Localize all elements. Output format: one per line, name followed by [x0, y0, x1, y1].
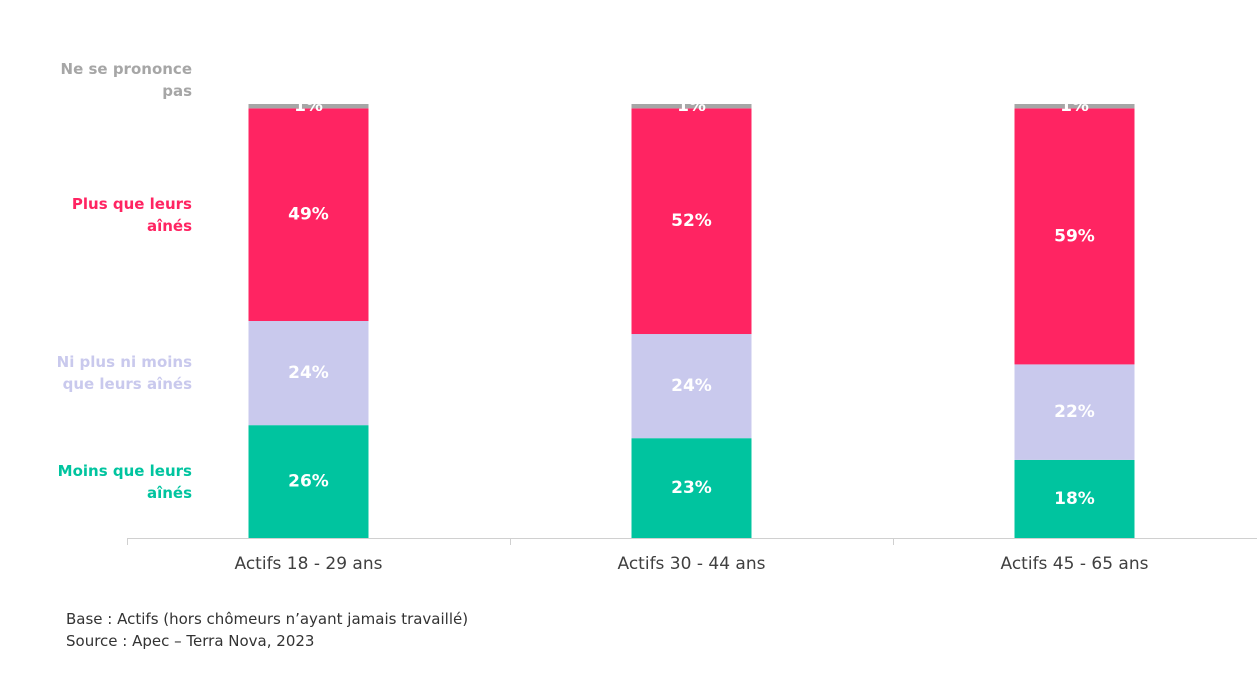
- value-label: 59%: [1054, 226, 1095, 246]
- legend-label: Ne se prononce pas: [60, 60, 192, 100]
- value-label: 1%: [677, 96, 706, 116]
- bar-segment: [1014, 108, 1135, 365]
- value-label: 49%: [288, 205, 329, 225]
- bar-segment: [631, 334, 752, 439]
- bar-segment: [248, 425, 369, 538]
- bar-segment: [248, 321, 369, 426]
- bar-segment: [1014, 104, 1135, 109]
- value-label: 24%: [671, 376, 712, 396]
- value-label: 18%: [1054, 489, 1095, 509]
- bar-segment: [1014, 459, 1135, 538]
- bar-segment: [248, 104, 369, 109]
- notes: Base : Actifs (hors chômeurs n’ayant jam…: [66, 608, 468, 652]
- note: Source : Apec – Terra Nova, 2023: [66, 632, 315, 650]
- legend-label: Ni plus ni moins que leurs aînés: [56, 353, 192, 394]
- value-label: 1%: [294, 96, 323, 116]
- bar-segment: [631, 438, 752, 538]
- value-label: 22%: [1054, 402, 1095, 422]
- x-tick-label: Actifs 18 - 29 ans: [235, 554, 383, 574]
- x-tick-label: Actifs 45 - 65 ans: [1001, 554, 1149, 574]
- bar-segment: [631, 104, 752, 109]
- value-label: 52%: [671, 211, 712, 231]
- legend-label: Plus que leurs aînés: [71, 194, 192, 235]
- legend-label: Moins que leurs aînés: [57, 461, 192, 502]
- value-label: 1%: [1060, 96, 1089, 116]
- value-label: 26%: [288, 472, 329, 492]
- x-tick-label: Actifs 30 - 44 ans: [618, 554, 766, 574]
- value-label: 24%: [288, 363, 329, 383]
- bar-segment: [631, 108, 752, 335]
- value-label: 23%: [671, 478, 712, 498]
- bar-segment: [248, 108, 369, 321]
- note: Base : Actifs (hors chômeurs n’ayant jam…: [66, 610, 469, 628]
- bar-segment: [1014, 364, 1135, 460]
